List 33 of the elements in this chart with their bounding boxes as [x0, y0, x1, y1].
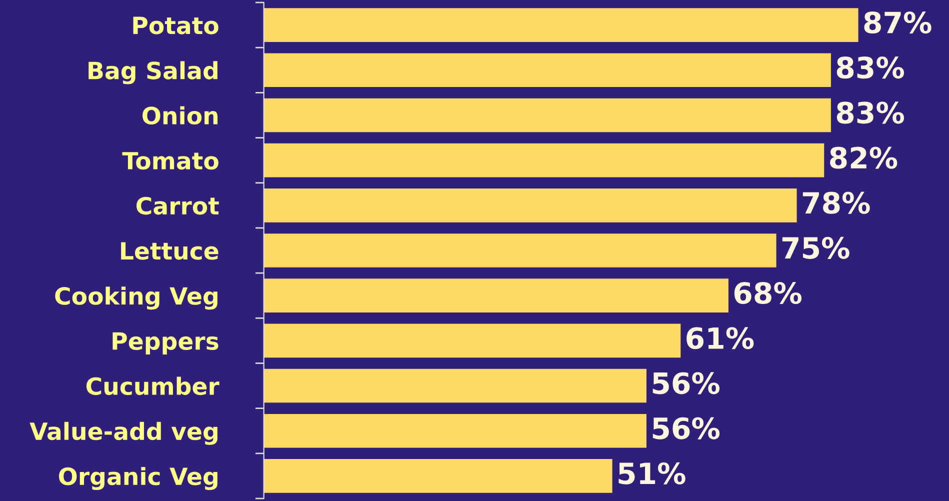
y-tick-label: Onion [142, 106, 218, 125]
y-tick-label: Lettuce [121, 242, 218, 260]
y-tick-label: Bag Salad [88, 61, 218, 84]
data-label: 51% [618, 462, 686, 484]
bar [264, 53, 831, 88]
data-label: 56% [652, 417, 720, 440]
data-label: 83% [836, 102, 904, 124]
bar [264, 98, 831, 132]
data-label: 82% [830, 146, 898, 169]
y-tick-label: Carrot [136, 196, 219, 215]
y-tick-label: Organic Veg [58, 466, 218, 490]
data-label: 61% [686, 327, 754, 350]
bar [264, 8, 858, 42]
bar [264, 459, 612, 493]
bar [264, 414, 646, 448]
bar [264, 368, 646, 403]
data-label: 68% [734, 282, 802, 304]
y-tick-label: Peppers [112, 332, 218, 355]
bar [264, 278, 728, 312]
data-label: 56% [652, 372, 720, 394]
bar [264, 143, 824, 178]
bar [264, 324, 681, 358]
data-label: 75% [782, 236, 850, 259]
y-tick-label: Potato [133, 16, 218, 34]
data-label: 78% [802, 192, 870, 214]
y-tick-label: Tomato [122, 152, 218, 170]
y-tick-label: Cucumber [86, 376, 220, 396]
y-tick-label: Value-add veg [30, 422, 218, 445]
y-tick-label: Cooking Veg [55, 286, 218, 310]
data-label: 83% [836, 56, 904, 79]
bar [264, 188, 797, 222]
bar [264, 234, 776, 268]
data-label: 87% [864, 11, 932, 34]
